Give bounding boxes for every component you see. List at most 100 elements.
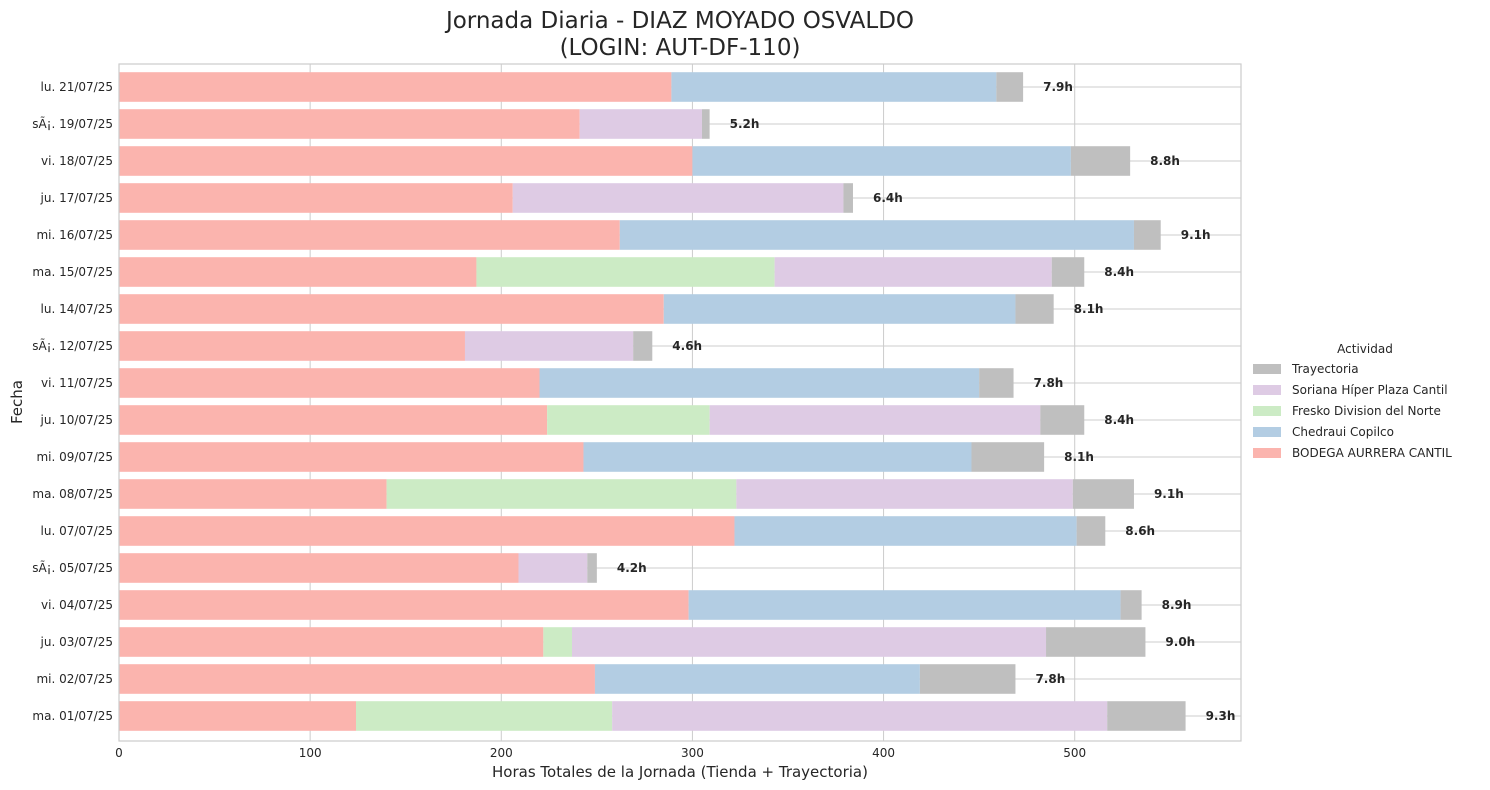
bar-total-label: 8.1h	[1074, 302, 1104, 316]
bar-segment	[709, 405, 1041, 435]
legend-swatch	[1253, 406, 1281, 416]
x-tick-label: 100	[299, 746, 322, 760]
x-axis-label: Horas Totales de la Jornada (Tienda + Tr…	[492, 763, 868, 781]
plot-frame	[118, 63, 1242, 742]
bar-segment	[119, 72, 672, 102]
bars	[119, 72, 1186, 731]
bar-segment	[1015, 294, 1054, 324]
bar-segment	[119, 664, 595, 694]
y-tick-label: ma. 01/07/25	[32, 709, 113, 723]
bar-total-label: 5.2h	[730, 117, 760, 131]
bar-total-label: 9.0h	[1165, 635, 1195, 649]
bar-segment	[119, 516, 735, 546]
y-tick-label: ma. 15/07/25	[32, 265, 113, 279]
bar-segment	[1072, 479, 1134, 509]
bar-total-label: 8.4h	[1104, 265, 1134, 279]
data-labels: 7.9h 5.2h 8.8h 6.4h 9.1h 8.4h 8.1h 4.6h 7.8h 8.4h…	[617, 80, 1236, 723]
bar-segment	[619, 220, 1134, 250]
y-tick-label: mi. 09/07/25	[36, 450, 113, 464]
legend-entry: Trayectoria	[1291, 362, 1359, 376]
legend-swatch	[1253, 364, 1281, 374]
bar-total-label: 4.2h	[617, 561, 647, 575]
bar-total-label: 4.6h	[672, 339, 702, 353]
bar-segment	[979, 368, 1014, 398]
bar-segment	[119, 220, 620, 250]
bar-segment	[919, 664, 1016, 694]
x-tick-label: 400	[872, 746, 895, 760]
bar-segment	[119, 183, 513, 213]
bar-segment	[572, 627, 1047, 657]
y-tick-label: ma. 08/07/25	[32, 487, 113, 501]
bar-segment	[539, 368, 980, 398]
bar-segment	[996, 72, 1024, 102]
bar-segment	[356, 701, 613, 731]
bar-segment	[512, 183, 844, 213]
bar-segment	[119, 701, 357, 731]
bar-segment	[688, 590, 1121, 620]
bar-segment	[1070, 146, 1131, 176]
bar-segment	[594, 664, 920, 694]
y-tick-label: lu. 21/07/25	[41, 80, 113, 94]
x-tick-label: 500	[1063, 746, 1086, 760]
y-tick-label: sÃ¡. 12/07/25	[32, 338, 113, 353]
bar-segment	[119, 590, 689, 620]
bar-segment	[701, 109, 710, 139]
bar-total-label: 8.1h	[1064, 450, 1094, 464]
bar-segment	[1076, 516, 1106, 546]
bar-segment	[547, 405, 710, 435]
bar-segment	[1107, 701, 1186, 731]
bar-segment	[736, 479, 1073, 509]
bar-segment	[587, 553, 597, 583]
y-tick-label: mi. 02/07/25	[36, 672, 113, 686]
legend-entry: Chedraui Copilco	[1292, 425, 1394, 439]
bar-total-label: 7.8h	[1035, 672, 1065, 686]
bar-segment	[119, 109, 580, 139]
bar-total-label: 8.9h	[1162, 598, 1192, 612]
x-tick-labels: 0 100 200 300 400 500	[115, 746, 1086, 760]
y-tick-label: vi. 18/07/25	[41, 154, 113, 168]
bar-segment	[583, 442, 972, 472]
bar-segment	[774, 257, 1052, 287]
legend-swatch	[1253, 448, 1281, 458]
bar-segment	[119, 627, 544, 657]
bar-segment	[734, 516, 1077, 546]
bar-segment	[612, 701, 1108, 731]
bar-segment	[971, 442, 1045, 472]
bar-total-label: 7.8h	[1034, 376, 1064, 390]
bar-segment	[119, 257, 477, 287]
y-tick-label: mi. 16/07/25	[36, 228, 113, 242]
legend: Actividad Trayectoria Soriana Híper Plaza…	[1253, 342, 1452, 460]
y-tick-label: ju. 17/07/25	[40, 191, 113, 205]
bar-segment	[1046, 627, 1146, 657]
bar-segment	[633, 331, 653, 361]
bar-total-label: 8.6h	[1125, 524, 1155, 538]
bar-total-label: 7.9h	[1043, 80, 1073, 94]
x-tick-label: 0	[115, 746, 123, 760]
y-tick-label: lu. 07/07/25	[41, 524, 113, 538]
y-tick-label: lu. 14/07/25	[41, 302, 113, 316]
y-tick-label: sÃ¡. 19/07/25	[32, 116, 113, 131]
bar-segment	[119, 368, 540, 398]
y-tick-label: ju. 10/07/25	[40, 413, 113, 427]
bar-segment	[119, 479, 387, 509]
legend-title: Actividad	[1337, 342, 1393, 356]
bar-segment	[464, 331, 634, 361]
y-tick-label: ju. 03/07/25	[40, 635, 113, 649]
bar-segment	[518, 553, 588, 583]
legend-entry: BODEGA AURRERA CANTIL	[1292, 446, 1452, 460]
x-tick-label: 300	[681, 746, 704, 760]
bar-segment	[579, 109, 702, 139]
legend-items: Trayectoria Soriana Híper Plaza Cantil Fre…	[1253, 362, 1452, 460]
bar-segment	[119, 405, 548, 435]
y-tick-labels: lu. 21/07/25 sÃ¡. 19/07/25 vi. 18/07/25 ju.…	[32, 80, 113, 723]
bar-total-label: 8.4h	[1104, 413, 1134, 427]
y-axis-label: Fecha	[8, 380, 26, 424]
x-tick-label: 200	[490, 746, 513, 760]
bar-segment	[1040, 405, 1085, 435]
chart-subtitle: (LOGIN: AUT-DF-110)	[560, 35, 801, 61]
legend-swatch	[1253, 385, 1281, 395]
bar-segment	[692, 146, 1071, 176]
bar-segment	[663, 294, 1016, 324]
y-tick-label: vi. 11/07/25	[41, 376, 113, 390]
